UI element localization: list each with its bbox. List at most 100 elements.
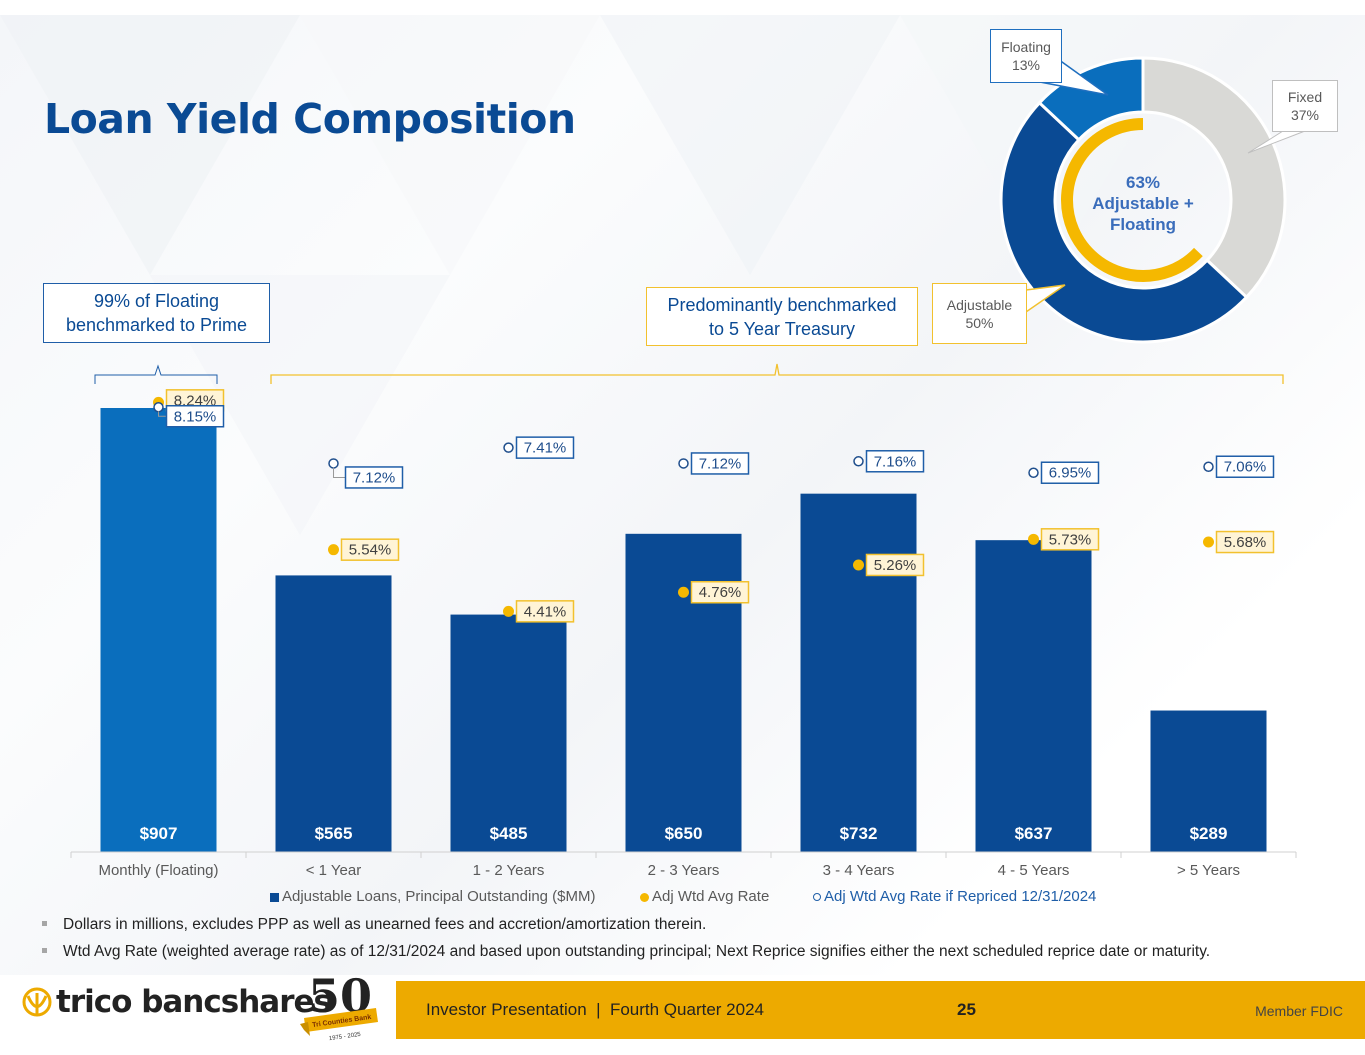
bullet-icon [42, 921, 47, 926]
legend-label: Adjustable Loans, Principal Outstanding … [282, 888, 596, 905]
prime-benchmark-callout: 99% of Floating benchmarked to Prime [43, 283, 270, 343]
legend-label: Adj Wtd Avg Rate if Repriced 12/31/2024 [824, 888, 1097, 905]
repriced-data-label: 7.12% [353, 469, 396, 486]
leader-line [158, 411, 167, 417]
repriced-label-box [690, 452, 750, 475]
member-fdic: Member FDIC [1255, 1003, 1343, 1019]
repriced-label-box [165, 405, 225, 428]
bar-value-label: $637 [1015, 824, 1053, 843]
company-name: trico bancshares [56, 984, 332, 1020]
bar [100, 408, 217, 852]
rate-data-label: 4.41% [524, 603, 567, 620]
bar [450, 614, 567, 852]
repriced-rate-point [503, 442, 514, 453]
repriced-rate-point [678, 458, 689, 469]
repriced-rate-point [853, 456, 864, 467]
square-marker-icon [270, 892, 279, 902]
rate-label-box [690, 580, 750, 604]
filled-circle-marker-icon [640, 892, 649, 902]
leader-line [333, 467, 346, 478]
bar-value-label: $907 [140, 824, 178, 843]
repriced-rate-point [328, 458, 339, 469]
rate-point [678, 586, 689, 598]
prime-callout-line2: benchmarked to Prime [65, 315, 248, 335]
bar [275, 575, 392, 852]
prime-callout-line1: 99% of Floating [93, 291, 220, 311]
rate-data-label: 5.54% [349, 542, 392, 559]
repriced-data-label: 8.15% [174, 408, 217, 425]
donut-center-line3: Floating [1109, 215, 1177, 234]
anniversary-badge-graphic: 50 Tri Counties Bank 1975 - 2025 [300, 969, 378, 1042]
repriced-data-label: 7.12% [699, 455, 742, 472]
rate-label-box [865, 553, 925, 577]
repriced-label-box [344, 466, 404, 489]
donut-center-line2: Adjustable + [1092, 194, 1194, 213]
floating-label: Floating 13% [990, 29, 1062, 83]
donut-center-percent: 63% [1125, 173, 1161, 192]
repriced-rate-point [153, 402, 164, 413]
adjustable-label-name: Adjustable [946, 296, 1013, 313]
footer-bar: Investor Presentation | Fourth Quarter 2… [396, 981, 1365, 1039]
footnote-text: Dollars in millions, excludes PPP as wel… [63, 916, 707, 933]
x-axis-category-label: > 5 Years [1177, 862, 1240, 879]
x-axis-category-label: Monthly (Floating) [98, 862, 218, 879]
rate-point [853, 559, 864, 571]
repriced-data-label: 7.41% [524, 440, 567, 457]
repriced-label-box [1215, 455, 1275, 478]
inner-ring-adjustable-floating [1061, 118, 1203, 282]
rate-point [328, 544, 339, 556]
legend-item-repriced: Adj Wtd Avg Rate if Repriced 12/31/2024 [813, 888, 1096, 905]
donut-chart [1000, 56, 1306, 343]
company-logo: trico bancshares [22, 984, 332, 1020]
rate-point [1028, 533, 1039, 545]
footnotes: Dollars in millions, excludes PPP as wel… [42, 911, 1210, 965]
bar [800, 493, 917, 852]
rate-data-label: 4.76% [699, 584, 742, 601]
x-axis-category-label: < 1 Year [306, 862, 361, 879]
bar-value-label: $289 [1190, 824, 1228, 843]
rate-label-box [1215, 530, 1275, 554]
page-number: 25 [957, 1000, 976, 1019]
bar [975, 540, 1092, 852]
rate-point [503, 605, 514, 617]
legend-item-principal: Adjustable Loans, Principal Outstanding … [270, 888, 596, 905]
bar-value-label: $732 [840, 824, 878, 843]
page-title: Loan Yield Composition [44, 95, 576, 143]
donut-slice-fixed [1141, 56, 1287, 300]
fixed-label: Fixed 37% [1272, 80, 1338, 132]
hollow-circle-marker-icon [813, 893, 821, 902]
floating-label-value: 13% [1011, 57, 1041, 73]
fixed-label-name: Fixed [1287, 89, 1323, 105]
donut-slice-adjustable [1000, 100, 1249, 343]
rate-data-label: 5.73% [1049, 531, 1092, 548]
floating-label-name: Floating [1001, 39, 1051, 55]
repriced-data-label: 7.06% [1224, 459, 1267, 476]
bar [1150, 710, 1267, 852]
adjustable-label-value: 50% [965, 314, 994, 331]
repriced-data-label: 6.95% [1049, 465, 1092, 482]
presentation-title: Investor Presentation | Fourth Quarter 2… [426, 1000, 764, 1019]
donut-center-label: 63% Adjustable + Floating [1083, 172, 1203, 235]
rate-data-label: 5.68% [1224, 534, 1267, 551]
bar-chart: $907 $565 $485 $650 $732 $637 $289 Monthly (Fl… [70, 363, 1297, 879]
rate-label-box [515, 600, 575, 623]
x-axis-category-label: 4 - 5 Years [998, 862, 1070, 879]
floating-brace [94, 364, 218, 384]
anniversary-years: 1975 - 2025 [329, 1032, 362, 1042]
footnote: Wtd Avg Rate (weighted average rate) as … [42, 938, 1210, 965]
treasury-callout-line1: Predominantly benchmarked [667, 294, 897, 315]
bullet-icon [42, 948, 47, 953]
rate-data-label: 5.26% [874, 557, 917, 574]
footnote-text: Wtd Avg Rate (weighted average rate) as … [63, 943, 1211, 960]
legend-label: Adj Wtd Avg Rate [652, 888, 770, 905]
repriced-rate-point [1028, 467, 1039, 478]
x-axis-category-label: 3 - 4 Years [823, 862, 895, 879]
repriced-rate-point [1203, 461, 1214, 472]
x-axis-category-label: 1 - 2 Years [473, 862, 545, 879]
treasury-benchmark-callout: Predominantly benchmarked to 5 Year Trea… [646, 287, 918, 346]
rate-label-box [340, 538, 400, 561]
footnote: Dollars in millions, excludes PPP as wel… [42, 911, 1210, 938]
repriced-label-box [515, 436, 575, 459]
adjustable-brace [270, 363, 1284, 384]
anniversary-badge: 50 Tri Counties Bank 1975 - 2025 [300, 966, 380, 1046]
